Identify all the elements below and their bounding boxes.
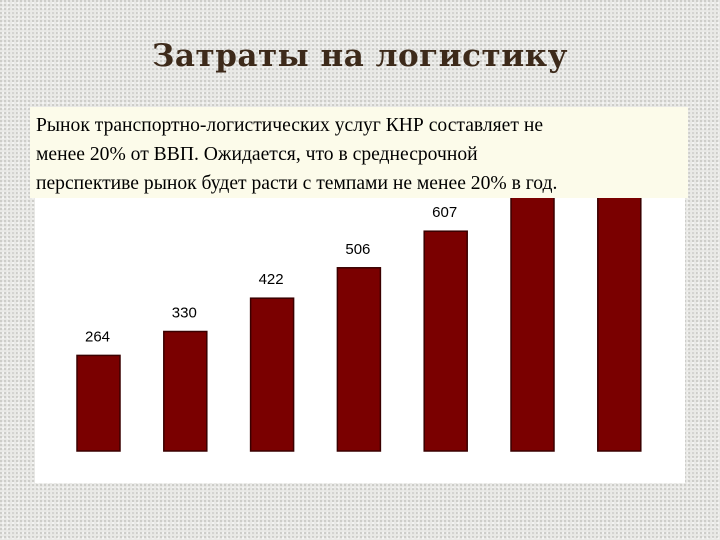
bar-6: [510, 186, 555, 452]
bar-2: [163, 330, 208, 452]
bar-label-2: 330: [172, 305, 197, 322]
bar-3: [249, 297, 295, 452]
bar-label-4: 506: [345, 241, 370, 258]
bar-label-1: 264: [85, 328, 110, 345]
description-line-3: перспективе рынок будет расти с темпами …: [36, 173, 558, 194]
bar-label-5: 607: [432, 204, 457, 221]
bar-chart: 264330422506607728874: [76, 108, 642, 452]
description-line-2: менее 20% от ВВП. Ожидается, что в средн…: [36, 144, 478, 165]
bar-4: [336, 267, 382, 452]
description-text-box: Рынок транспортно-логистических услуг КН…: [30, 107, 688, 198]
bar-label-3: 422: [259, 271, 284, 288]
bar-1: [76, 354, 121, 452]
description-line-1: Рынок транспортно-логистических услуг КН…: [36, 115, 544, 136]
slide-title: Затраты на логистику: [152, 38, 568, 74]
bar-5: [423, 230, 468, 452]
